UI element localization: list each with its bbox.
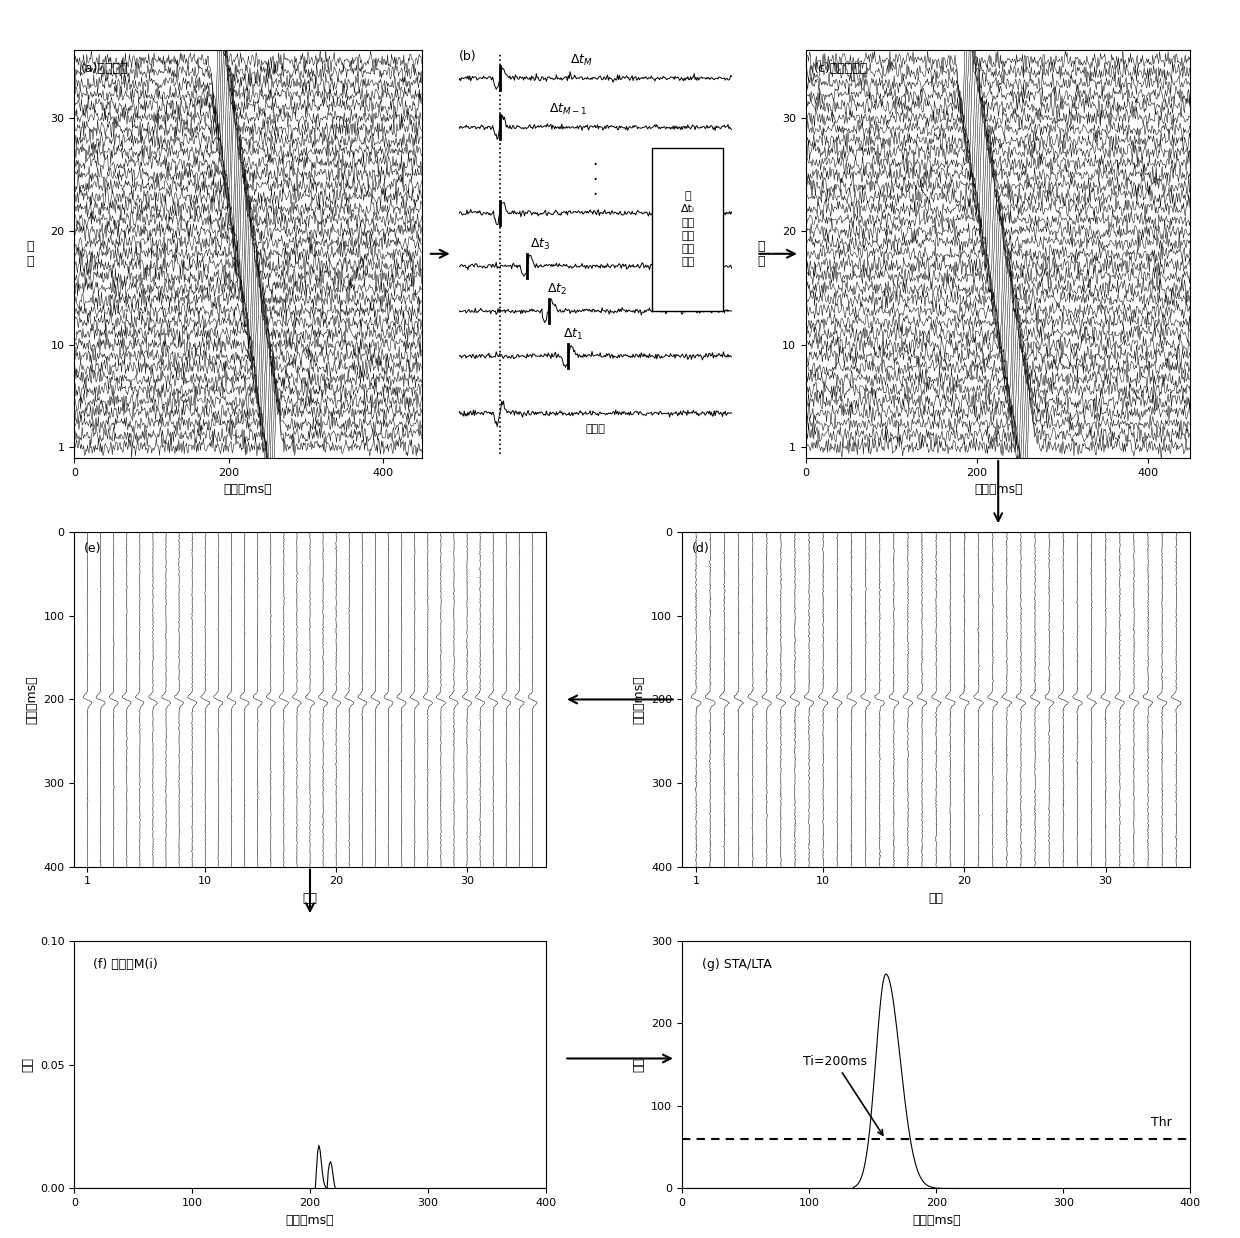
- Text: 以
Δtᵢ
时间
函数
校正
数据: 以 Δtᵢ 时间 函数 校正 数据: [681, 192, 694, 267]
- Text: (c)微地震信号: (c)微地震信号: [813, 62, 868, 74]
- Text: (d): (d): [692, 542, 711, 556]
- X-axis label: 时间（ms）: 时间（ms）: [911, 1213, 961, 1227]
- X-axis label: 道号: 道号: [303, 891, 317, 905]
- Text: Ti=200ms: Ti=200ms: [802, 1055, 883, 1135]
- Text: $\Delta t_3$: $\Delta t_3$: [531, 236, 551, 251]
- X-axis label: 时间（ms）: 时间（ms）: [285, 1213, 335, 1227]
- Bar: [652, 147, 723, 311]
- Text: (g) STA/LTA: (g) STA/LTA: [702, 958, 773, 972]
- Y-axis label: 幅値: 幅値: [21, 1057, 35, 1072]
- X-axis label: 道号: 道号: [929, 891, 944, 905]
- Y-axis label: 道
号: 道 号: [758, 240, 765, 267]
- Text: Thr: Thr: [1151, 1115, 1172, 1129]
- X-axis label: 时间（ms）: 时间（ms）: [223, 483, 273, 496]
- Text: (f) 模型道M(i): (f) 模型道M(i): [93, 958, 157, 972]
- Text: 参考道: 参考道: [585, 423, 605, 433]
- Text: (a)射孔信号: (a)射孔信号: [82, 62, 129, 74]
- Text: ·
·
·: · · ·: [593, 156, 598, 204]
- Y-axis label: 时间（ms）: 时间（ms）: [632, 675, 646, 724]
- Text: $\Delta t_M$: $\Delta t_M$: [570, 53, 593, 68]
- Text: $\Delta t_1$: $\Delta t_1$: [563, 327, 584, 342]
- X-axis label: 时间（ms）: 时间（ms）: [973, 483, 1023, 496]
- Y-axis label: 道
号: 道 号: [26, 240, 33, 267]
- Y-axis label: 幅値: 幅値: [632, 1057, 646, 1072]
- Text: $\Delta t_2$: $\Delta t_2$: [547, 281, 567, 297]
- Text: $\Delta t_{M-1}$: $\Delta t_{M-1}$: [548, 102, 588, 116]
- Y-axis label: 时间（ms）: 时间（ms）: [25, 675, 38, 724]
- Text: (b): (b): [459, 50, 476, 63]
- Text: (e): (e): [84, 542, 102, 556]
